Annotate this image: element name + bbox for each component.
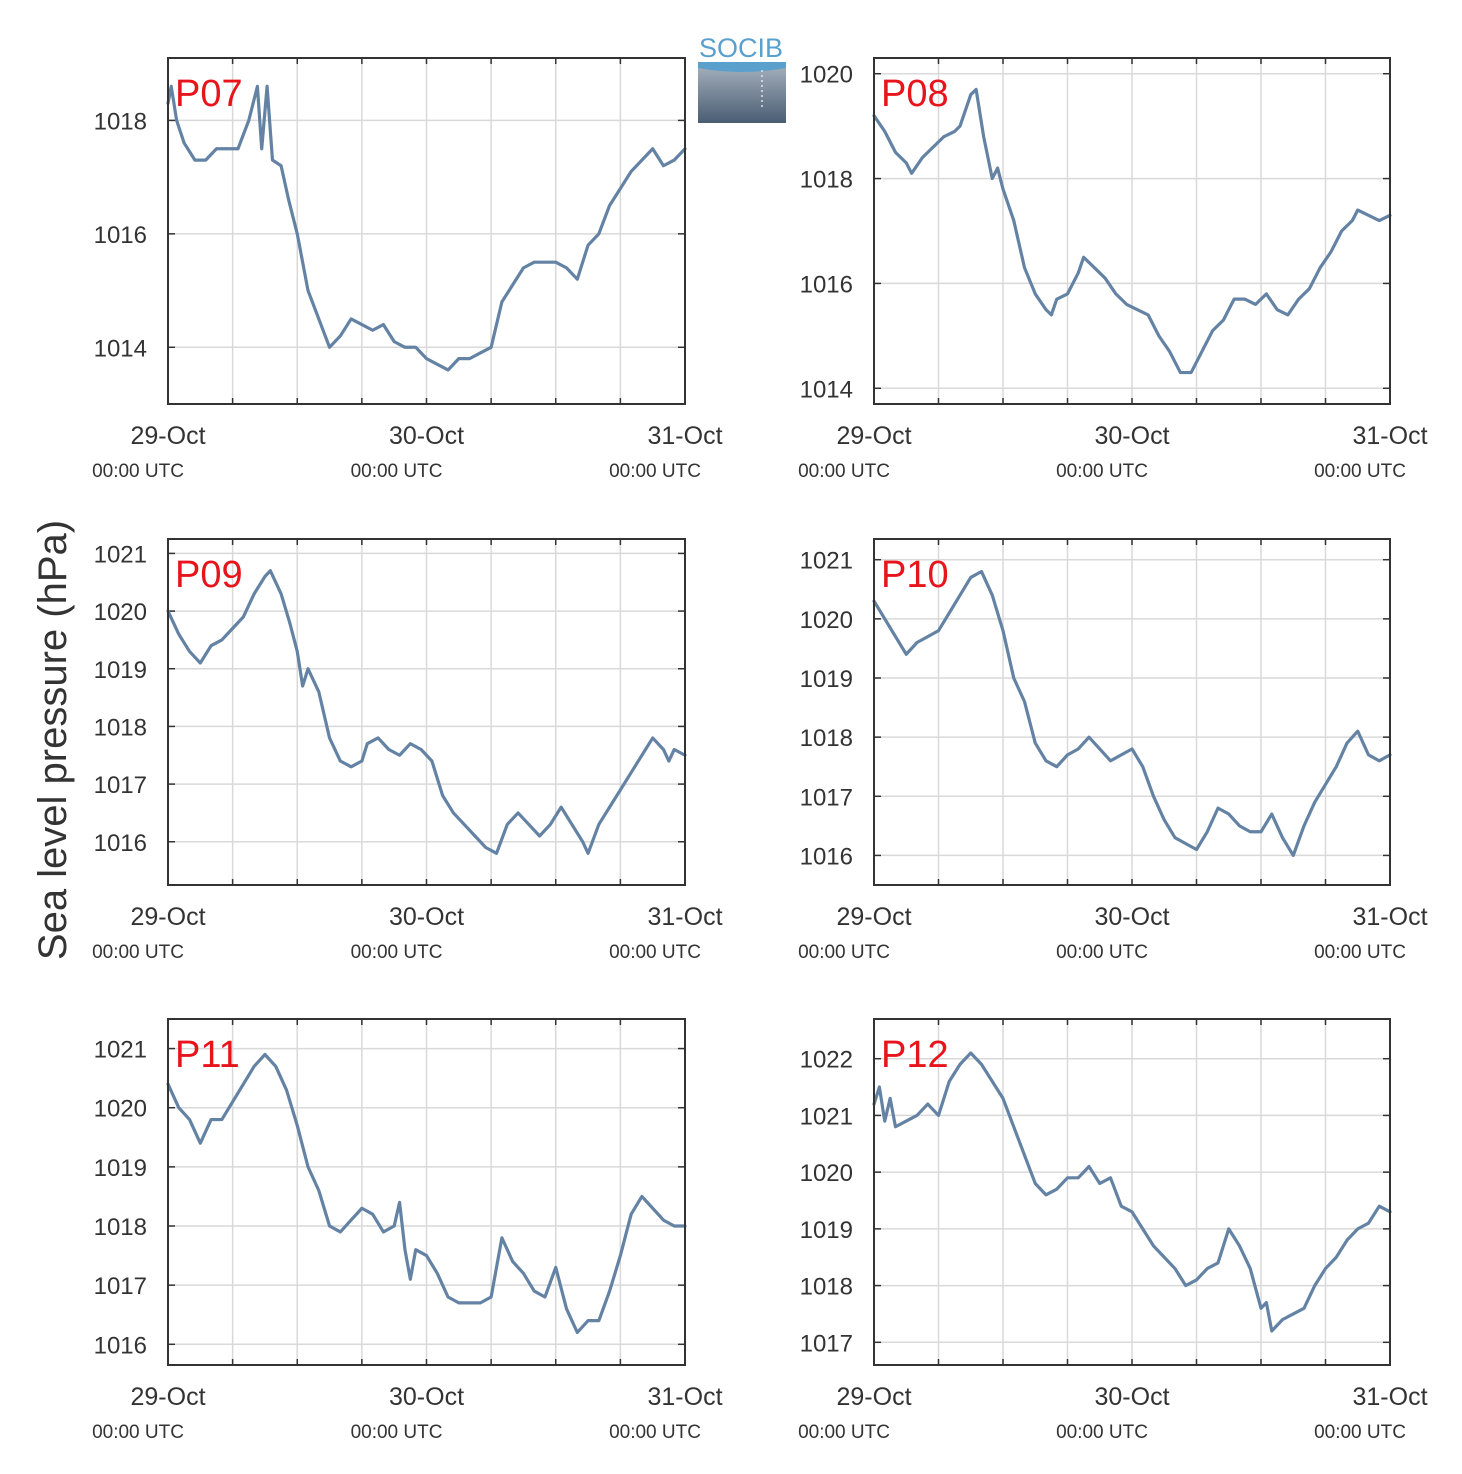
- y-tick-label: 1021: [800, 1103, 853, 1130]
- panel-p10: 1016 1017 1018 1019 1020 1021 29-Oct 00:00 UTC 3…: [798, 538, 1428, 963]
- x-tick-time: 00:00 UTC: [798, 1422, 890, 1443]
- socib-logo: SOCIB: [698, 33, 786, 123]
- x-tick-time: 00:00 UTC: [1314, 942, 1406, 963]
- x-tick-time: 00:00 UTC: [1056, 1422, 1148, 1443]
- y-tick-label: 1017: [94, 772, 147, 799]
- y-tick-label: 1018: [94, 1214, 147, 1241]
- series-line-p11: [166, 1052, 687, 1335]
- y-tick-label: 1019: [800, 1217, 853, 1244]
- x-tick-date: 31-Oct: [1352, 422, 1427, 450]
- y-tick-label: 1020: [94, 599, 147, 626]
- y-tick-label: 1020: [800, 62, 853, 89]
- y-tick-label: 1018: [94, 714, 147, 741]
- x-tick-time: 00:00 UTC: [351, 461, 443, 482]
- series-line-p07: [166, 84, 687, 372]
- logo-text: SOCIB: [699, 33, 783, 63]
- y-tick-label: 1014: [94, 335, 147, 362]
- y-tick-label: 1020: [94, 1096, 147, 1123]
- station-label-p07: P07: [175, 73, 243, 115]
- x-tick-date: 29-Oct: [130, 1383, 205, 1411]
- x-tick-time: 00:00 UTC: [1314, 461, 1406, 482]
- x-tick-date: 31-Oct: [647, 1383, 722, 1411]
- x-tick-date: 29-Oct: [836, 903, 911, 931]
- y-tick-label: 1017: [94, 1273, 147, 1300]
- y-tick-label: 1021: [94, 541, 147, 568]
- logo-mark: [698, 62, 786, 123]
- y-tick-label: 1020: [800, 1160, 853, 1187]
- y-tick-label: 1017: [800, 1330, 853, 1357]
- y-axis-label: Sea level pressure (hPa): [31, 520, 75, 960]
- series-line-p10: [872, 569, 1392, 858]
- panel-p08: 1014 1016 1018 1020 29-Oct 00:00 UTC 30-Oct 00:…: [798, 57, 1428, 482]
- y-tick-label: 1016: [800, 843, 853, 870]
- panel-p09: 1016 1017 1018 1019 1020 1021 29-Oct 00:00 UTC 3…: [92, 538, 723, 963]
- y-tick-label: 1019: [94, 657, 147, 684]
- station-label-p08: P08: [881, 73, 949, 115]
- x-tick-date: 30-Oct: [1094, 1383, 1169, 1411]
- station-label-p09: P09: [175, 554, 243, 596]
- y-tick-label: 1019: [800, 666, 853, 693]
- panel-p12: 1017 1018 1019 1020 1021 1022 29-Oct 00:00 UTC 3…: [798, 1018, 1428, 1443]
- y-tick-label: 1016: [800, 271, 853, 298]
- x-tick-time: 00:00 UTC: [609, 461, 701, 482]
- x-tick-date: 30-Oct: [389, 1383, 464, 1411]
- x-tick-time: 00:00 UTC: [609, 1422, 701, 1443]
- y-tick-label: 1022: [800, 1047, 853, 1074]
- x-tick-time: 00:00 UTC: [1056, 942, 1148, 963]
- x-tick-date: 30-Oct: [1094, 903, 1169, 931]
- y-tick-label: 1020: [800, 607, 853, 634]
- x-tick-date: 30-Oct: [389, 422, 464, 450]
- plot-frame: [873, 538, 1391, 886]
- x-tick-time: 00:00 UTC: [798, 461, 890, 482]
- x-tick-date: 29-Oct: [130, 903, 205, 931]
- panel-p07: 1014 1016 1018 29-Oct 00:00 UTC 30-Oct 00:00 U…: [92, 57, 723, 482]
- x-tick-time: 00:00 UTC: [92, 461, 184, 482]
- series-line-p08: [872, 87, 1392, 375]
- series-line-p09: [166, 569, 687, 855]
- x-tick-time: 00:00 UTC: [798, 942, 890, 963]
- x-tick-date: 31-Oct: [647, 903, 722, 931]
- x-tick-time: 00:00 UTC: [92, 942, 184, 963]
- y-tick-label: 1017: [800, 784, 853, 811]
- y-tick-label: 1018: [800, 1274, 853, 1301]
- x-tick-date: 29-Oct: [836, 1383, 911, 1411]
- station-label-p12: P12: [881, 1034, 949, 1076]
- y-tick-label: 1018: [800, 167, 853, 194]
- x-tick-date: 29-Oct: [836, 422, 911, 450]
- panel-p11: 1016 1017 1018 1019 1020 1021 29-Oct 00:00 UTC 3…: [92, 1018, 723, 1443]
- x-tick-date: 30-Oct: [389, 903, 464, 931]
- y-tick-label: 1014: [800, 376, 853, 403]
- y-tick-label: 1021: [94, 1037, 147, 1064]
- x-tick-time: 00:00 UTC: [609, 942, 701, 963]
- x-tick-time: 00:00 UTC: [1056, 461, 1148, 482]
- x-tick-date: 29-Oct: [130, 422, 205, 450]
- y-tick-label: 1019: [94, 1155, 147, 1182]
- y-tick-label: 1021: [800, 548, 853, 575]
- x-tick-date: 30-Oct: [1094, 422, 1169, 450]
- plot-frame: [167, 57, 686, 405]
- series-line-p12: [872, 1051, 1392, 1333]
- x-tick-time: 00:00 UTC: [92, 1422, 184, 1443]
- x-tick-time: 00:00 UTC: [351, 1422, 443, 1443]
- y-tick-label: 1018: [800, 725, 853, 752]
- plot-frame: [167, 538, 686, 886]
- station-label-p11: P11: [175, 1034, 240, 1076]
- x-tick-time: 00:00 UTC: [351, 942, 443, 963]
- x-tick-date: 31-Oct: [1352, 903, 1427, 931]
- plot-frame: [873, 57, 1391, 405]
- y-tick-label: 1018: [94, 108, 147, 135]
- y-tick-label: 1016: [94, 830, 147, 857]
- plot-frame: [873, 1018, 1391, 1366]
- x-tick-time: 00:00 UTC: [1314, 1422, 1406, 1443]
- x-tick-date: 31-Oct: [647, 422, 722, 450]
- y-tick-label: 1016: [94, 222, 147, 249]
- x-tick-date: 31-Oct: [1352, 1383, 1427, 1411]
- station-label-p10: P10: [881, 554, 949, 596]
- y-tick-label: 1016: [94, 1332, 147, 1359]
- logo-wave: [698, 62, 786, 72]
- plot-frame: [167, 1018, 686, 1366]
